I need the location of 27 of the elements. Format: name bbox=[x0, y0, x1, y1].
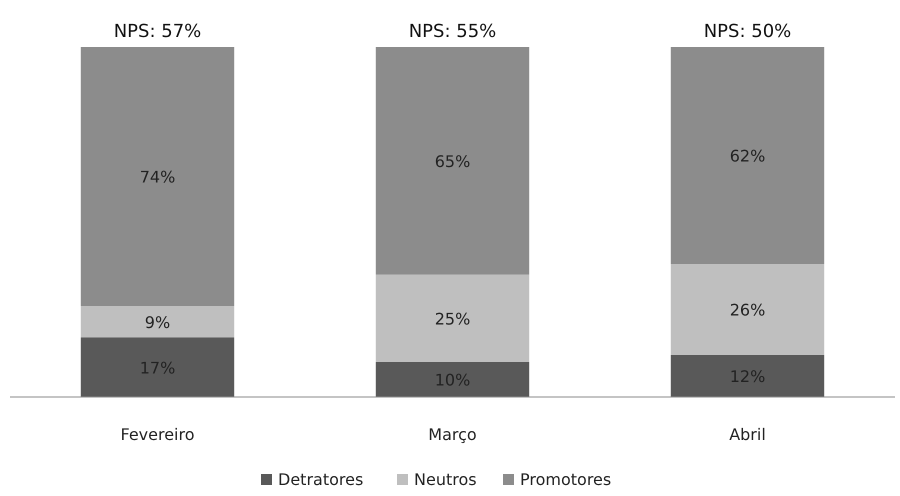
data-label: 25% bbox=[434, 309, 470, 328]
data-label: 17% bbox=[140, 358, 176, 378]
data-label: 65% bbox=[434, 152, 470, 171]
data-label: 74% bbox=[140, 168, 176, 186]
bar bbox=[376, 47, 530, 274]
annotation: NPS: 57% bbox=[114, 21, 202, 42]
bar bbox=[670, 264, 824, 355]
bar bbox=[80, 338, 234, 397]
legend-label: Detratores bbox=[278, 470, 364, 489]
data-label: 26% bbox=[730, 300, 766, 320]
legend-label: Promotores bbox=[520, 470, 612, 489]
bar bbox=[670, 47, 824, 264]
data-label: 62% bbox=[730, 146, 766, 166]
bar bbox=[376, 362, 530, 397]
bar bbox=[80, 47, 234, 306]
annotation: NPS: 55% bbox=[408, 21, 496, 42]
legend-label: Neutros bbox=[414, 470, 477, 489]
bar bbox=[670, 355, 824, 397]
x-tick-label: Março bbox=[428, 425, 477, 444]
data-label: 10% bbox=[434, 370, 470, 390]
x-tick-label: Fevereiro bbox=[120, 425, 195, 444]
data-label: 12% bbox=[730, 367, 766, 386]
bar bbox=[80, 306, 234, 338]
bar bbox=[376, 274, 530, 362]
x-tick-label: Abril bbox=[729, 425, 766, 444]
data-label: 9% bbox=[144, 312, 170, 332]
annotation: NPS: 50% bbox=[704, 21, 792, 42]
